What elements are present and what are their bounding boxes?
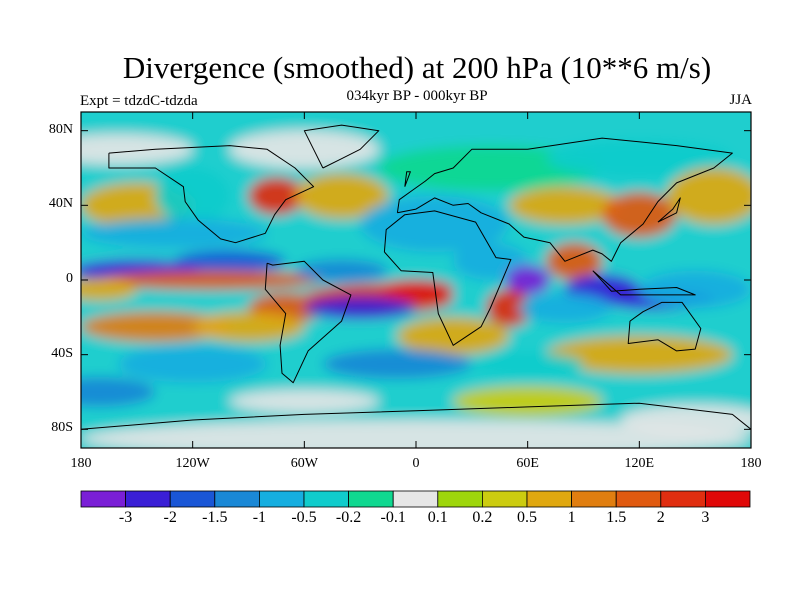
field-blob — [505, 265, 550, 295]
field-blob — [81, 278, 137, 301]
colorbar-label: 0.2 — [472, 509, 493, 526]
map-title: Divergence (smoothed) at 200 hPa (10**6 … — [122, 50, 712, 85]
field-blob — [518, 293, 612, 323]
colorbar-label: 3 — [701, 509, 710, 526]
colorbar-label: -0.5 — [291, 509, 317, 526]
field-blob — [99, 270, 323, 290]
field-blob — [453, 242, 528, 280]
coastline — [592, 270, 696, 296]
colorbar-label: 1.5 — [606, 509, 627, 526]
lon-label: 180 — [740, 456, 762, 471]
coastline — [396, 137, 733, 262]
lon-label: 0 — [412, 456, 420, 471]
lat-label: 40N — [48, 196, 73, 212]
coastline — [627, 301, 702, 352]
colorbar-label: 0.1 — [427, 509, 448, 526]
field-blob — [248, 177, 305, 215]
experiment-label: Expt = tdzdC-tdzda — [80, 93, 198, 109]
field-blob — [229, 130, 379, 168]
colorbar-label: -3 — [118, 509, 133, 526]
field-blob — [602, 192, 677, 238]
field-blob — [378, 280, 454, 299]
coastline — [81, 402, 751, 430]
coastline — [303, 124, 380, 169]
colorbar-swatch — [125, 490, 171, 508]
colorbar-swatch — [660, 490, 706, 508]
field-blob — [471, 352, 584, 376]
coastline — [383, 210, 512, 346]
lat-label: 40S — [51, 345, 73, 361]
coastline — [657, 197, 681, 223]
field-blob — [378, 145, 603, 191]
field-blob — [639, 270, 751, 308]
colorbar-label: 2 — [656, 509, 665, 526]
field-blob — [546, 140, 733, 178]
colorbar-swatch — [214, 490, 260, 508]
field-blob — [81, 311, 230, 342]
colorbar-label: 0.5 — [517, 509, 537, 526]
field-blob — [192, 311, 305, 342]
field-blob — [295, 259, 389, 282]
field-blob — [453, 386, 603, 417]
colorbar — [80, 490, 751, 508]
field-blob — [81, 420, 751, 448]
colorbar-swatch — [437, 490, 483, 508]
field-blob — [295, 173, 389, 219]
colorbar-swatch — [303, 490, 349, 508]
lat-label: 80S — [51, 420, 73, 436]
field-blob — [322, 349, 472, 379]
colorbar-label: -0.1 — [380, 509, 406, 526]
field-blob — [81, 134, 193, 165]
field-blob — [397, 317, 510, 355]
coastline — [264, 260, 352, 384]
lat-label: 0 — [66, 271, 73, 286]
colorbar-swatch — [526, 490, 572, 508]
field-blob — [304, 296, 416, 320]
lon-label: 120E — [624, 456, 655, 471]
colorbar-swatch — [258, 490, 305, 508]
coastline — [404, 171, 411, 187]
colorbar-swatch — [481, 490, 528, 508]
field-blob — [667, 168, 751, 224]
colorbar-label: -0.2 — [335, 509, 362, 526]
field-blob — [174, 250, 286, 273]
colorbar-label: -1.5 — [202, 509, 228, 526]
coastlines — [81, 124, 751, 430]
season-label: JJA — [729, 92, 752, 108]
field-blob — [81, 218, 268, 249]
colorbar-label: -1 — [252, 509, 267, 526]
lon-label: 180 — [70, 456, 92, 471]
field-blob — [229, 390, 379, 413]
lon-label: 120W — [175, 456, 210, 471]
lat-label: 80N — [48, 121, 73, 137]
colorbar-swatch — [615, 490, 662, 508]
colorbar-swatch — [169, 490, 216, 508]
colorbar-label: -2 — [163, 509, 177, 526]
lon-label: 60W — [290, 456, 318, 471]
field-blob — [546, 336, 733, 374]
colorbar-swatch — [571, 490, 617, 508]
coastline — [108, 145, 315, 244]
colorbar-label: 1 — [567, 509, 576, 526]
field-blob — [81, 377, 156, 407]
axis-ticks — [80, 112, 752, 448]
field-blob — [155, 168, 230, 224]
field-blob — [118, 345, 268, 383]
lon-label: 60E — [516, 456, 539, 471]
map-subtitle: 034kyr BP - 000kyr BP — [346, 88, 488, 104]
colorbar-swatch — [348, 490, 394, 508]
field-blob — [486, 289, 532, 327]
colorbar-swatch — [392, 490, 439, 508]
colorbar-swatch — [80, 490, 126, 508]
field-blob — [509, 186, 621, 224]
colorbar-swatch — [705, 490, 751, 508]
